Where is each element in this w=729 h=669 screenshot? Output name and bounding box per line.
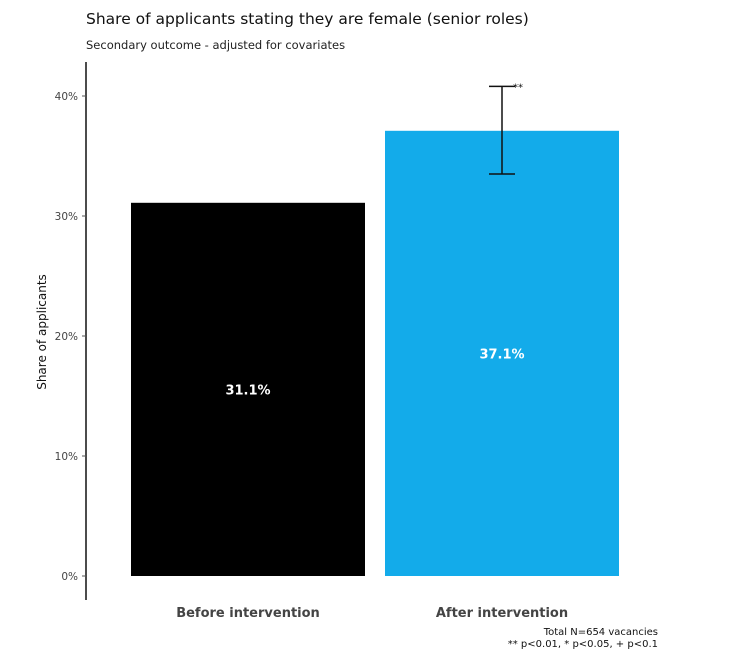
bar [131, 202, 365, 577]
y-axis-label: Share of applicants [35, 274, 49, 390]
bar [385, 130, 619, 577]
data-label: 31.1% [225, 383, 270, 398]
y-tick-label: 0% [61, 571, 78, 583]
y-tick-label: 40% [55, 91, 78, 103]
y-tick-label: 30% [55, 211, 78, 223]
x-tick-label: Before intervention [176, 606, 320, 621]
significance-legend: ** p<0.01, * p<0.05, + p<0.1 [507, 639, 658, 650]
x-tick-label: After intervention [436, 606, 568, 621]
sample-size-note: Total N=654 vacancies [543, 627, 658, 638]
chart-subtitle: Secondary outcome - adjusted for covaria… [86, 38, 346, 52]
y-tick-label: 10% [55, 451, 78, 463]
y-tick-label: 20% [55, 331, 78, 343]
significance-marker: ** [513, 82, 523, 93]
footnote: Total N=654 vacancies ** p<0.01, * p<0.0… [508, 627, 658, 651]
data-label: 37.1% [479, 347, 524, 362]
chart-title: Share of applicants stating they are fem… [86, 10, 529, 28]
